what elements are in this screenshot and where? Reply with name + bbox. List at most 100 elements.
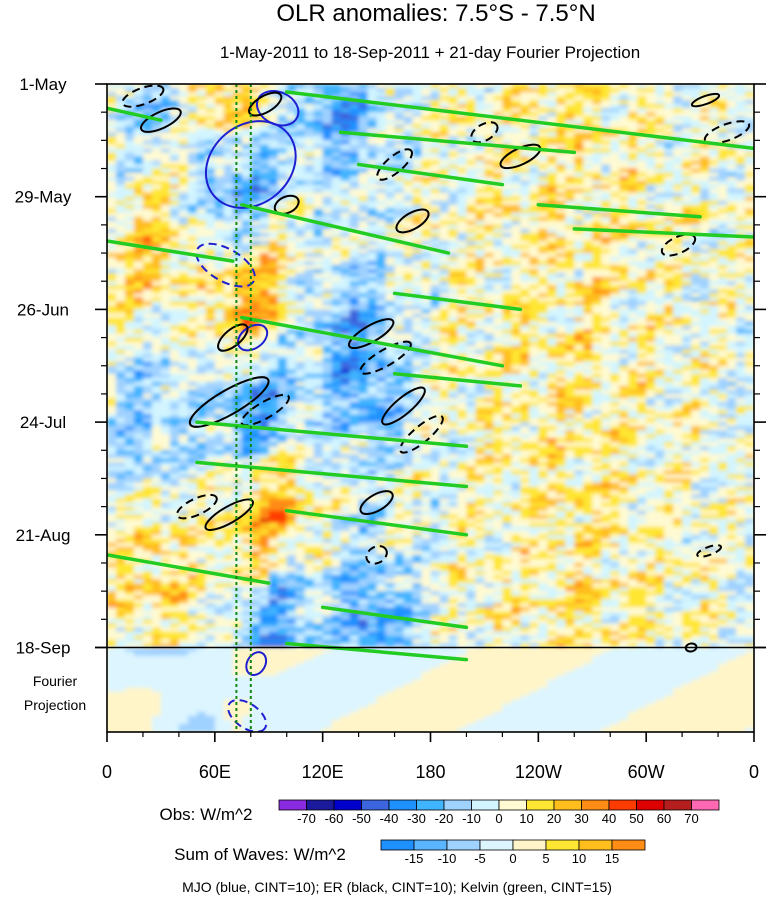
heat-cell <box>232 345 243 351</box>
heat-cell <box>628 176 638 182</box>
heat-cell <box>394 269 405 274</box>
heat-cell <box>574 317 584 323</box>
heat-cell <box>709 249 719 254</box>
heat-cell <box>619 88 629 93</box>
heat-cell <box>484 329 495 335</box>
heat-cell <box>646 269 656 274</box>
heat-cell <box>691 156 701 162</box>
heat-cell <box>107 168 117 174</box>
heat-cell <box>691 313 701 319</box>
heat-cell <box>520 216 530 222</box>
heat-cell <box>610 156 620 162</box>
heat-cell <box>107 164 117 170</box>
heat-cell <box>196 128 207 133</box>
heat-cell <box>709 224 719 230</box>
heat-cell <box>502 160 512 166</box>
heat-cell <box>214 156 225 162</box>
heat-cell <box>457 196 468 202</box>
heat-cell <box>250 232 261 238</box>
heat-cell <box>448 224 459 230</box>
heat-cell <box>313 204 324 210</box>
heat-cell <box>619 309 629 315</box>
heat-cell <box>655 188 665 194</box>
heat-cell <box>448 249 459 254</box>
heat-cell <box>295 136 306 141</box>
heat-cell <box>736 337 746 343</box>
heat-cell <box>223 353 234 359</box>
heat-cell <box>457 273 468 278</box>
heat-cell <box>196 321 207 327</box>
heat-cell <box>511 96 521 101</box>
heat-cell <box>700 204 710 210</box>
heat-cell <box>403 208 414 214</box>
heat-cell <box>673 144 683 150</box>
heat-cell <box>241 240 252 246</box>
heat-cell <box>295 108 306 113</box>
heat-cell <box>286 188 297 194</box>
heat-cell <box>268 168 279 174</box>
heat-cell <box>718 216 728 222</box>
heat-cell <box>133 152 144 158</box>
heat-cell <box>709 236 719 242</box>
heat-cell <box>160 208 171 214</box>
heat-cell <box>223 172 234 178</box>
heat-cell <box>196 120 207 125</box>
heat-cell <box>475 240 486 246</box>
heat-cell <box>394 261 405 266</box>
heat-cell <box>709 156 719 162</box>
heat-cell <box>484 337 495 343</box>
heat-cell <box>232 261 243 266</box>
heat-cell <box>376 208 387 214</box>
heat-cell <box>700 224 710 230</box>
heat-cell <box>664 164 674 170</box>
heat-cell <box>655 240 665 246</box>
heat-cell <box>502 317 512 323</box>
heat-cell <box>484 100 495 105</box>
heat-cell <box>673 357 683 363</box>
heat-cell <box>502 349 512 355</box>
heat-cell <box>403 120 414 125</box>
heat-cell <box>439 148 450 154</box>
heat-cell <box>646 265 656 270</box>
heat-cell <box>313 212 324 218</box>
heat-cell <box>304 100 315 105</box>
heat-cell <box>187 188 198 194</box>
heat-cell <box>673 120 683 125</box>
heat-cell <box>367 265 378 270</box>
heat-cell <box>628 273 638 278</box>
heat-cell <box>178 184 189 190</box>
heat-cell <box>376 240 387 246</box>
heat-cell <box>286 156 297 162</box>
heat-cell <box>502 293 512 298</box>
heat-cell <box>691 208 701 214</box>
heat-cell <box>736 136 746 141</box>
heat-cell <box>610 325 620 331</box>
heat-cell <box>259 349 270 355</box>
heat-cell <box>151 345 162 351</box>
heat-cell <box>574 329 584 335</box>
heat-cell <box>520 176 530 182</box>
heat-cell <box>466 293 477 298</box>
heat-cell <box>421 305 432 311</box>
heat-cell <box>394 232 405 238</box>
heat-cell <box>403 212 414 218</box>
heat-cell <box>124 184 135 190</box>
heat-cell <box>637 277 647 282</box>
heat-cell <box>331 156 342 162</box>
heat-cell <box>511 293 521 298</box>
heat-cell <box>745 249 754 254</box>
heat-cell <box>565 321 575 327</box>
heat-cell <box>466 273 477 278</box>
heat-cell <box>349 84 360 89</box>
heat-cell <box>511 168 521 174</box>
heat-cell <box>196 140 207 145</box>
heat-cell <box>511 297 521 302</box>
heat-cell <box>421 144 432 150</box>
heat-cell <box>277 92 288 97</box>
heat-cell <box>439 240 450 246</box>
heat-cell <box>214 108 225 113</box>
heat-cell <box>107 132 117 137</box>
heat-cell <box>466 160 477 166</box>
heat-cell <box>394 172 405 178</box>
heat-cell <box>520 180 530 186</box>
